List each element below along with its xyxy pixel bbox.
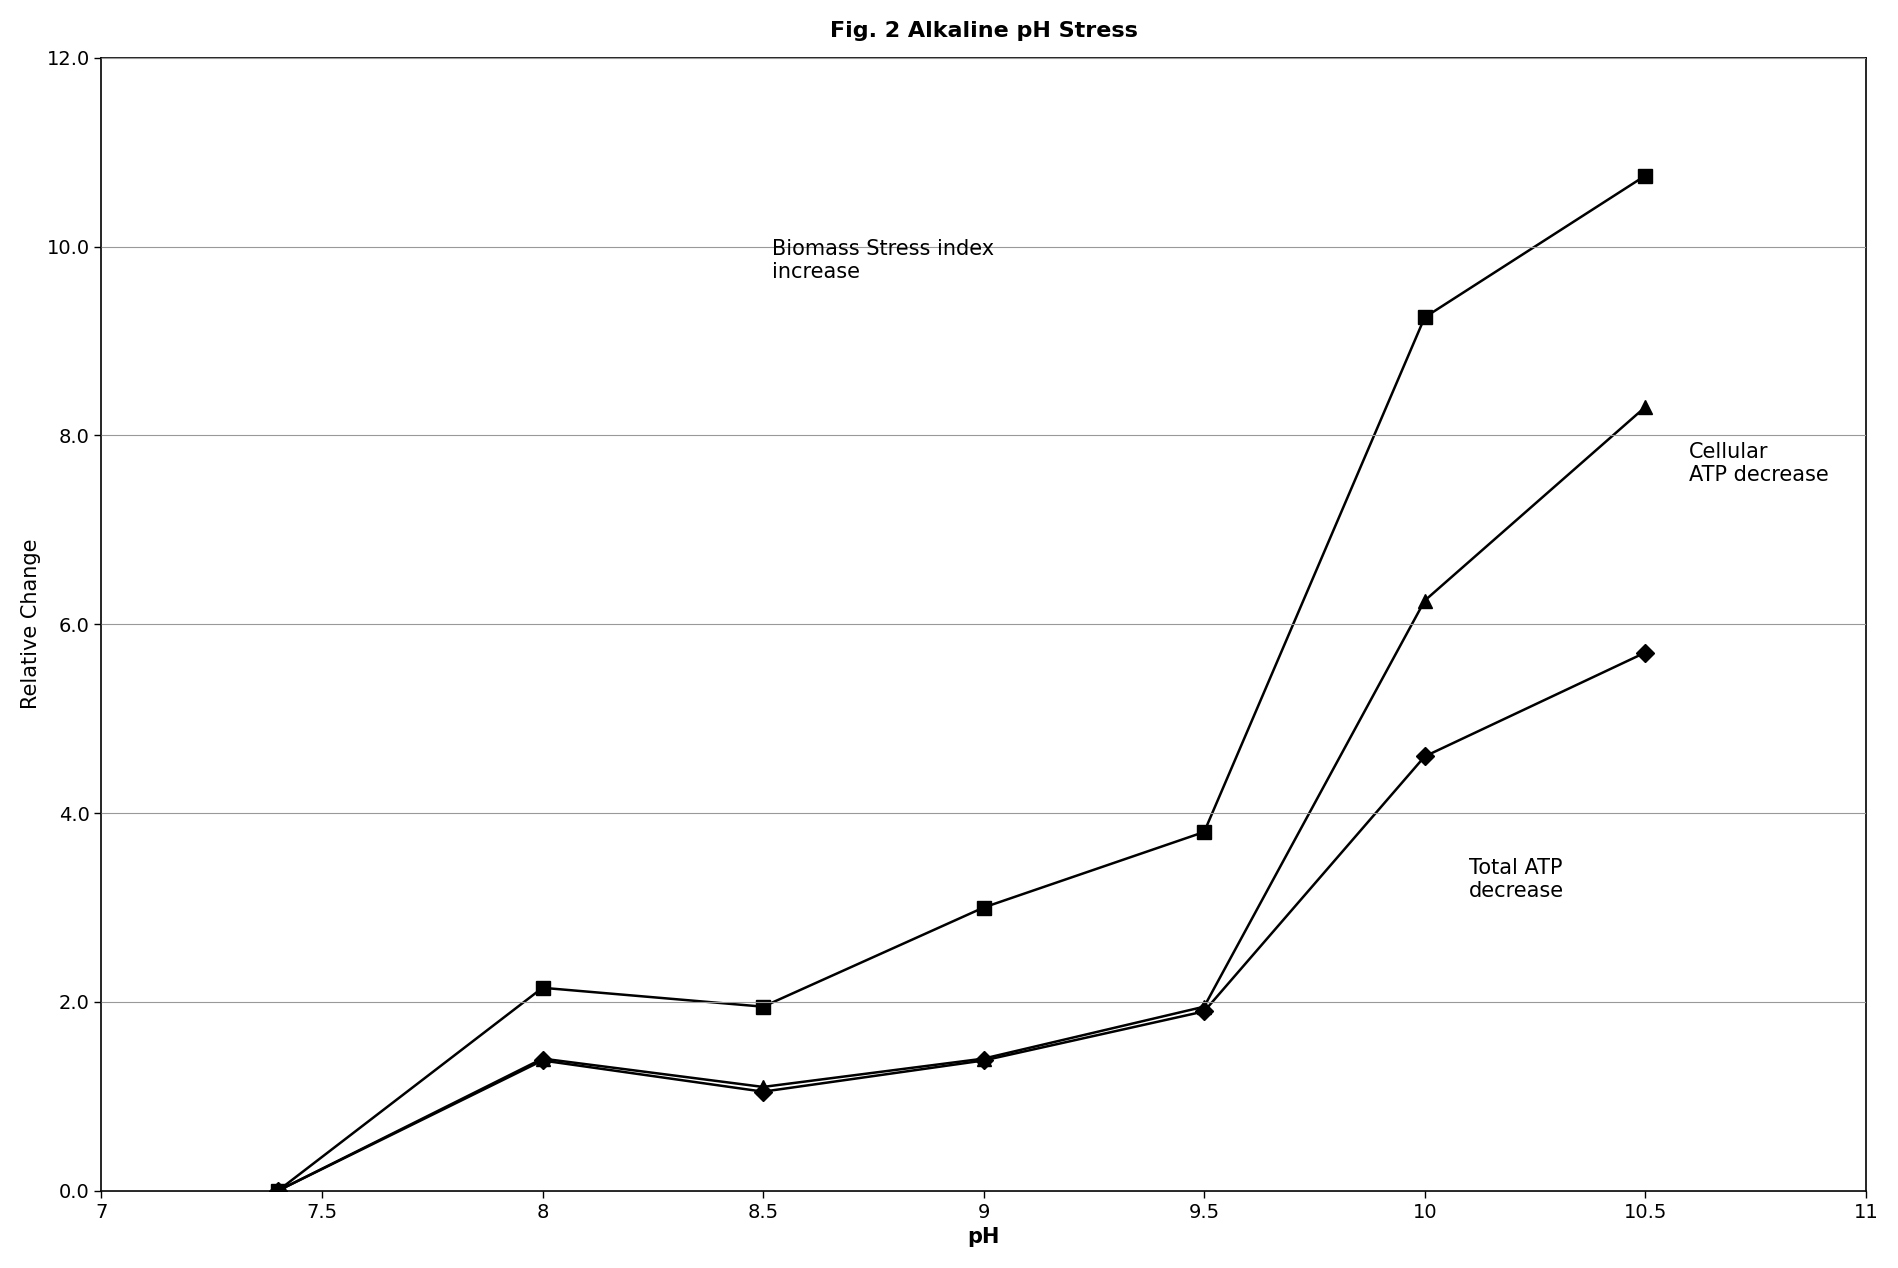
- Text: Cellular
ATP decrease: Cellular ATP decrease: [1689, 443, 1828, 486]
- X-axis label: pH: pH: [966, 1227, 998, 1248]
- Text: Total ATP
decrease: Total ATP decrease: [1467, 857, 1564, 900]
- Text: Biomass Stress index
increase: Biomass Stress index increase: [771, 240, 993, 283]
- Title: Fig. 2 Alkaline pH Stress: Fig. 2 Alkaline pH Stress: [829, 20, 1137, 41]
- Y-axis label: Relative Change: Relative Change: [21, 539, 42, 710]
